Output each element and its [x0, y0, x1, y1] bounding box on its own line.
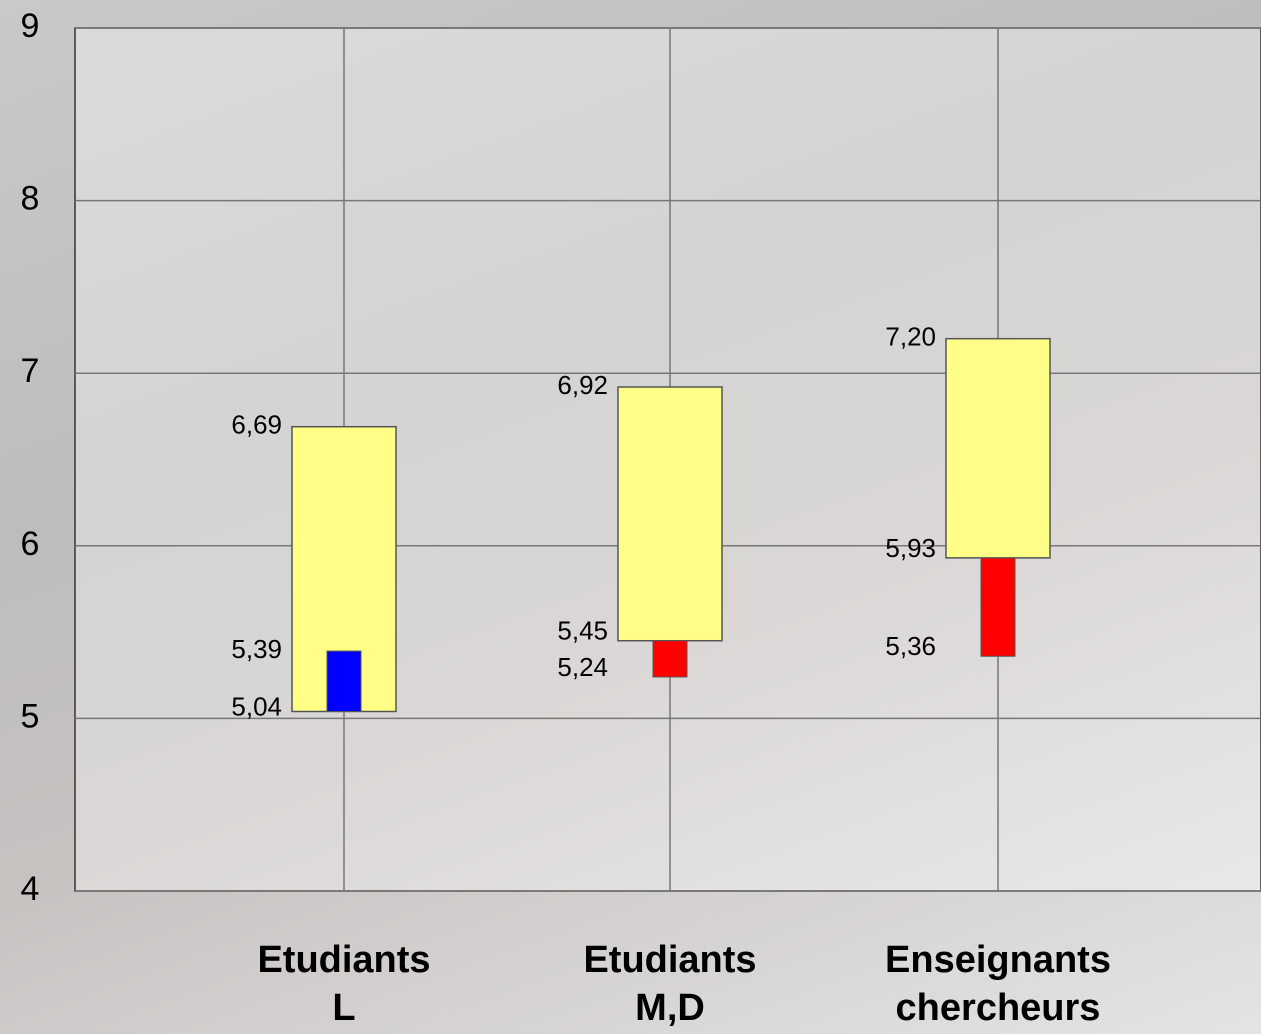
x-tick-line: Enseignants — [885, 939, 1111, 981]
value-label: 6,69 — [231, 410, 282, 440]
value-label: 5,45 — [557, 616, 608, 646]
range-bar — [945, 337, 1051, 559]
value-label: 6,92 — [557, 370, 608, 400]
x-tick-line: Etudiants — [257, 939, 430, 981]
value-label: 5,93 — [885, 533, 936, 563]
x-tick-line: Etudiants — [583, 939, 756, 981]
x-tick-line: L — [332, 987, 355, 1029]
inner-bar — [652, 640, 688, 678]
y-tick-label: 5 — [21, 697, 40, 735]
y-tick-label: 6 — [21, 525, 40, 563]
value-label: 7,20 — [885, 322, 936, 352]
value-label: 5,39 — [231, 634, 282, 664]
x-tick-line: M,D — [635, 987, 705, 1029]
y-tick-label: 7 — [21, 352, 40, 390]
x-tick-label: Etudiants L — [257, 939, 430, 1029]
x-tick-line: chercheurs — [896, 987, 1101, 1029]
y-tick-label: 8 — [21, 180, 40, 218]
y-tick-label: 9 — [21, 7, 40, 45]
inner-bar — [326, 650, 362, 712]
x-tick-label: Enseignants chercheurs — [885, 939, 1111, 1029]
value-label: 5,04 — [231, 691, 282, 721]
range-bar — [617, 386, 723, 642]
value-label: 5,24 — [557, 652, 608, 682]
value-label: 5,36 — [885, 631, 936, 661]
y-tick-label: 4 — [21, 870, 40, 908]
inner-bar — [980, 557, 1016, 657]
x-tick-label: Etudiants M,D — [583, 939, 756, 1029]
